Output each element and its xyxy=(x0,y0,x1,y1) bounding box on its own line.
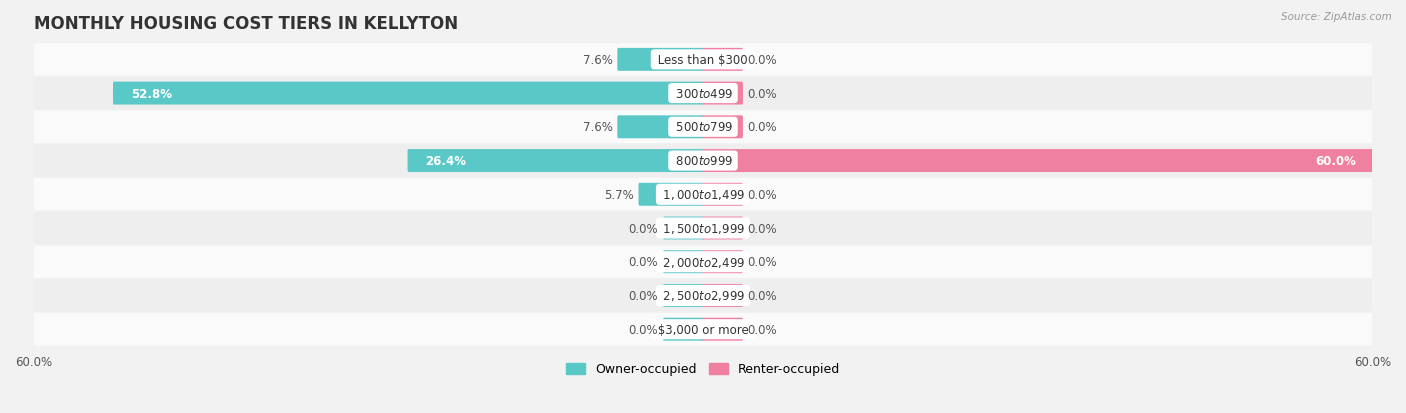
Text: 60.0%: 60.0% xyxy=(1315,154,1355,168)
FancyBboxPatch shape xyxy=(702,116,742,139)
Text: $1,000 to $1,499: $1,000 to $1,499 xyxy=(659,188,747,202)
Text: 0.0%: 0.0% xyxy=(628,256,658,268)
FancyBboxPatch shape xyxy=(22,145,1384,177)
FancyBboxPatch shape xyxy=(22,112,1384,144)
FancyBboxPatch shape xyxy=(112,83,704,105)
Text: 5.7%: 5.7% xyxy=(605,188,634,201)
FancyBboxPatch shape xyxy=(638,183,704,206)
FancyBboxPatch shape xyxy=(22,44,1384,76)
FancyBboxPatch shape xyxy=(22,179,1384,211)
Text: 0.0%: 0.0% xyxy=(748,188,778,201)
FancyBboxPatch shape xyxy=(702,83,742,105)
FancyBboxPatch shape xyxy=(702,284,742,307)
Text: $3,000 or more: $3,000 or more xyxy=(654,323,752,336)
FancyBboxPatch shape xyxy=(22,313,1384,346)
FancyBboxPatch shape xyxy=(22,78,1384,110)
FancyBboxPatch shape xyxy=(664,318,704,341)
Text: 26.4%: 26.4% xyxy=(425,154,467,168)
Text: 0.0%: 0.0% xyxy=(748,88,778,100)
FancyBboxPatch shape xyxy=(664,284,704,307)
Text: 7.6%: 7.6% xyxy=(582,121,613,134)
Text: $500 to $799: $500 to $799 xyxy=(672,121,734,134)
FancyBboxPatch shape xyxy=(702,217,742,240)
FancyBboxPatch shape xyxy=(22,246,1384,278)
FancyBboxPatch shape xyxy=(702,150,1374,173)
FancyBboxPatch shape xyxy=(664,217,704,240)
Text: $2,500 to $2,999: $2,500 to $2,999 xyxy=(659,289,747,303)
Text: 0.0%: 0.0% xyxy=(748,289,778,302)
Text: 0.0%: 0.0% xyxy=(748,54,778,66)
FancyBboxPatch shape xyxy=(617,116,704,139)
Text: 0.0%: 0.0% xyxy=(748,256,778,268)
FancyBboxPatch shape xyxy=(617,49,704,71)
FancyBboxPatch shape xyxy=(702,251,742,273)
Legend: Owner-occupied, Renter-occupied: Owner-occupied, Renter-occupied xyxy=(561,358,845,380)
Text: Less than $300: Less than $300 xyxy=(654,54,752,66)
Text: 0.0%: 0.0% xyxy=(748,121,778,134)
FancyBboxPatch shape xyxy=(664,251,704,273)
Text: $800 to $999: $800 to $999 xyxy=(672,154,734,168)
Text: 7.6%: 7.6% xyxy=(582,54,613,66)
Text: 52.8%: 52.8% xyxy=(131,88,172,100)
Text: $1,500 to $1,999: $1,500 to $1,999 xyxy=(659,221,747,235)
Text: $2,000 to $2,499: $2,000 to $2,499 xyxy=(659,255,747,269)
Text: Source: ZipAtlas.com: Source: ZipAtlas.com xyxy=(1281,12,1392,22)
Text: MONTHLY HOUSING COST TIERS IN KELLYTON: MONTHLY HOUSING COST TIERS IN KELLYTON xyxy=(34,15,458,33)
FancyBboxPatch shape xyxy=(702,49,742,71)
Text: 0.0%: 0.0% xyxy=(628,289,658,302)
FancyBboxPatch shape xyxy=(22,212,1384,244)
Text: $300 to $499: $300 to $499 xyxy=(672,88,734,100)
Text: 0.0%: 0.0% xyxy=(748,222,778,235)
FancyBboxPatch shape xyxy=(702,318,742,341)
FancyBboxPatch shape xyxy=(408,150,704,173)
Text: 0.0%: 0.0% xyxy=(748,323,778,336)
Text: 0.0%: 0.0% xyxy=(628,222,658,235)
Text: 0.0%: 0.0% xyxy=(628,323,658,336)
FancyBboxPatch shape xyxy=(22,280,1384,312)
FancyBboxPatch shape xyxy=(702,183,742,206)
